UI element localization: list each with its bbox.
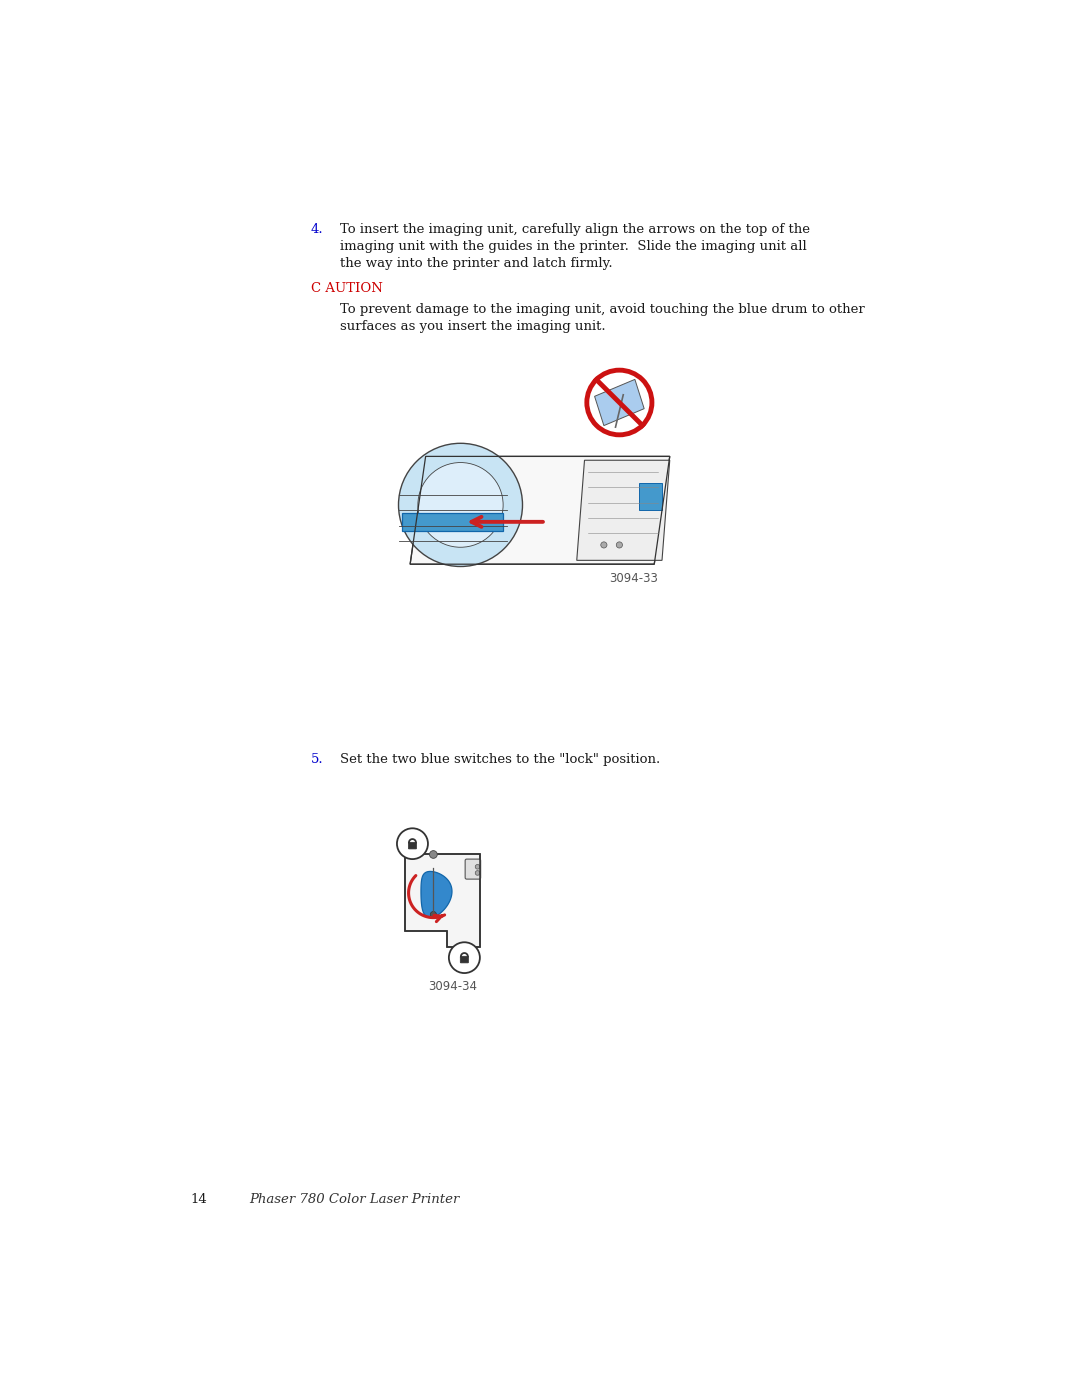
Polygon shape [638, 483, 662, 510]
Polygon shape [577, 460, 670, 560]
Text: 3094-33: 3094-33 [609, 571, 658, 585]
Polygon shape [405, 855, 480, 947]
Text: imaging unit with the guides in the printer.  Slide the imaging unit all: imaging unit with the guides in the prin… [340, 240, 807, 253]
Text: 14: 14 [191, 1193, 207, 1207]
Circle shape [399, 443, 523, 567]
Circle shape [430, 851, 437, 858]
Circle shape [475, 870, 480, 876]
FancyBboxPatch shape [465, 859, 481, 879]
Text: To prevent damage to the imaging unit, avoid touching the blue drum to other: To prevent damage to the imaging unit, a… [340, 303, 865, 316]
Circle shape [397, 828, 428, 859]
Text: the way into the printer and latch firmly.: the way into the printer and latch firml… [340, 257, 613, 270]
Text: To insert the imaging unit, carefully align the arrows on the top of the: To insert the imaging unit, carefully al… [340, 224, 810, 236]
Polygon shape [421, 872, 451, 918]
Circle shape [475, 865, 480, 869]
FancyBboxPatch shape [460, 957, 469, 963]
Circle shape [418, 462, 503, 548]
Text: Set the two blue switches to the "lock" position.: Set the two blue switches to the "lock" … [340, 753, 661, 766]
Circle shape [449, 942, 480, 974]
Circle shape [600, 542, 607, 548]
Circle shape [430, 911, 436, 918]
Text: 4.: 4. [311, 224, 324, 236]
Text: 5.: 5. [311, 753, 324, 766]
Text: C AUTION: C AUTION [311, 282, 382, 295]
FancyBboxPatch shape [408, 842, 417, 849]
Text: 3094-34: 3094-34 [429, 979, 477, 993]
Text: surfaces as you insert the imaging unit.: surfaces as you insert the imaging unit. [340, 320, 606, 332]
Polygon shape [403, 513, 503, 531]
Polygon shape [410, 457, 670, 564]
Text: Phaser 780 Color Laser Printer: Phaser 780 Color Laser Printer [248, 1193, 459, 1207]
Circle shape [617, 542, 622, 548]
Polygon shape [595, 380, 644, 426]
